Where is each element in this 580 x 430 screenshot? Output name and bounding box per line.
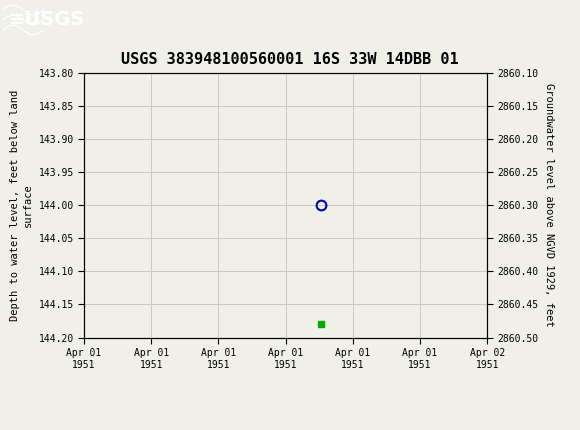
- Y-axis label: Depth to water level, feet below land
surface: Depth to water level, feet below land su…: [10, 90, 33, 321]
- Y-axis label: Groundwater level above NGVD 1929, feet: Groundwater level above NGVD 1929, feet: [544, 83, 554, 327]
- Text: USGS 383948100560001 16S 33W 14DBB 01: USGS 383948100560001 16S 33W 14DBB 01: [121, 52, 459, 67]
- Text: ≡USGS: ≡USGS: [9, 10, 85, 30]
